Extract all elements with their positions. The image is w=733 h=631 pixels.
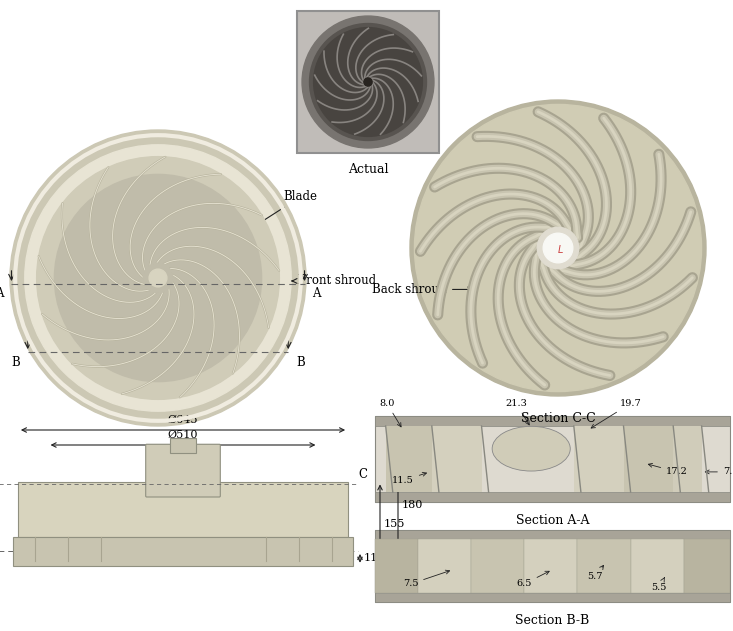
Circle shape (537, 227, 579, 269)
Text: Ø645: Ø645 (168, 415, 198, 425)
Text: 155: 155 (384, 519, 405, 529)
Text: 7.5: 7.5 (402, 570, 449, 589)
FancyBboxPatch shape (375, 539, 418, 593)
Circle shape (414, 105, 701, 392)
FancyBboxPatch shape (375, 416, 730, 426)
Text: Blade: Blade (228, 190, 318, 244)
Text: 19.7: 19.7 (591, 399, 641, 428)
FancyBboxPatch shape (297, 11, 439, 153)
FancyBboxPatch shape (375, 416, 730, 502)
FancyBboxPatch shape (684, 539, 730, 593)
FancyBboxPatch shape (18, 481, 348, 536)
Text: B: B (296, 355, 305, 369)
Circle shape (309, 23, 427, 141)
FancyBboxPatch shape (574, 426, 624, 492)
FancyBboxPatch shape (375, 593, 730, 602)
Circle shape (543, 233, 572, 262)
Circle shape (37, 156, 279, 399)
FancyBboxPatch shape (375, 492, 730, 502)
Text: A: A (312, 287, 321, 300)
FancyBboxPatch shape (524, 539, 578, 593)
Text: 115: 115 (364, 553, 386, 563)
Text: L: L (557, 245, 563, 255)
FancyBboxPatch shape (624, 426, 673, 492)
Text: 180: 180 (402, 500, 424, 510)
Text: 11.5: 11.5 (392, 473, 427, 485)
Text: A: A (0, 287, 4, 300)
FancyBboxPatch shape (471, 539, 524, 593)
Text: Ø70: Ø70 (172, 443, 195, 453)
Circle shape (314, 28, 422, 136)
Circle shape (364, 78, 372, 86)
Text: 21.3: 21.3 (505, 399, 529, 425)
FancyBboxPatch shape (578, 539, 630, 593)
FancyBboxPatch shape (432, 426, 482, 492)
Text: Ø510: Ø510 (168, 430, 198, 440)
Circle shape (54, 174, 262, 382)
FancyBboxPatch shape (170, 438, 196, 452)
Text: 8.0: 8.0 (379, 399, 401, 427)
Text: C: C (358, 468, 367, 480)
FancyBboxPatch shape (630, 539, 684, 593)
FancyBboxPatch shape (418, 539, 471, 593)
Circle shape (302, 16, 434, 148)
Text: Front shroud: Front shroud (292, 274, 376, 288)
FancyBboxPatch shape (13, 536, 353, 565)
FancyBboxPatch shape (146, 444, 221, 497)
Text: 5.5: 5.5 (652, 578, 667, 592)
Text: 7.7: 7.7 (705, 468, 733, 476)
FancyBboxPatch shape (673, 426, 701, 492)
FancyBboxPatch shape (375, 530, 730, 602)
Circle shape (149, 269, 167, 287)
Text: B: B (11, 355, 20, 369)
Circle shape (410, 100, 706, 396)
Text: 6.5: 6.5 (517, 571, 549, 589)
Text: 17.2: 17.2 (649, 463, 688, 476)
Text: Section C-C: Section C-C (520, 412, 595, 425)
Text: 5.7: 5.7 (587, 565, 603, 581)
FancyBboxPatch shape (386, 426, 432, 492)
Text: Actual: Actual (347, 163, 388, 177)
Text: Section A-A: Section A-A (516, 514, 589, 527)
Circle shape (10, 130, 306, 426)
Circle shape (143, 263, 173, 293)
Text: Back shroud: Back shroud (372, 283, 473, 296)
Text: Section B-B: Section B-B (515, 614, 589, 627)
Ellipse shape (492, 427, 570, 471)
Circle shape (25, 144, 291, 411)
FancyBboxPatch shape (375, 530, 730, 539)
